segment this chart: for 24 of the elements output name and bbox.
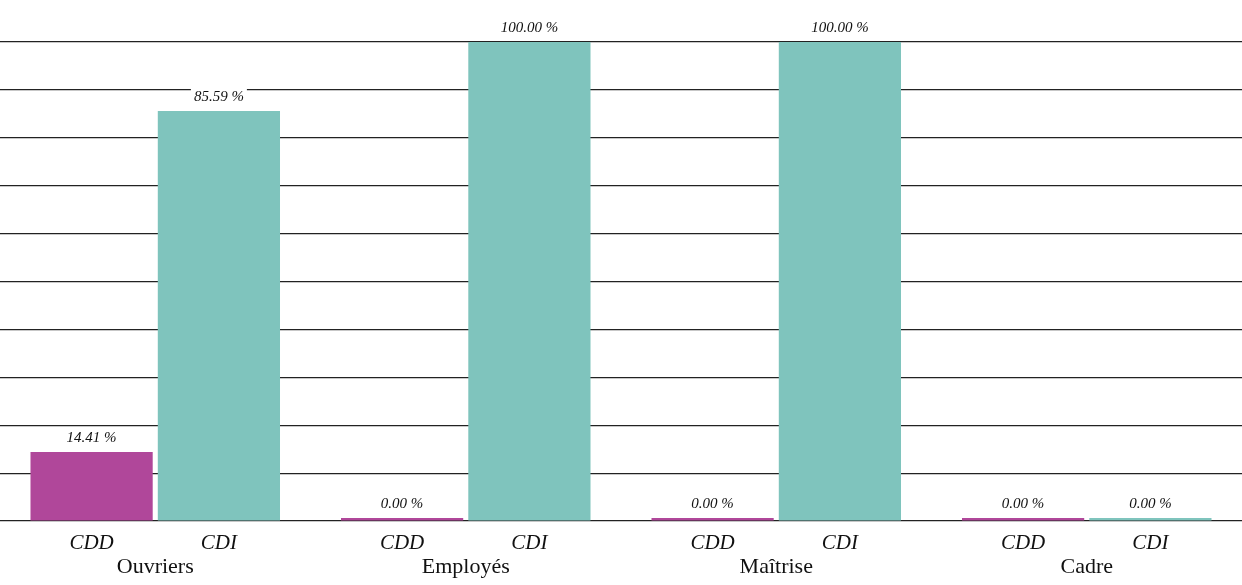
x-tick-label: Maîtrise xyxy=(739,552,813,578)
text: CDD xyxy=(1000,529,1046,554)
text: CDI xyxy=(511,529,548,554)
x-tick-label: Ouvriers xyxy=(116,552,194,578)
data-label: 0.00 % xyxy=(380,495,424,512)
data-label: 0.00 % xyxy=(1001,495,1045,512)
data-label: 0.00 % xyxy=(1129,495,1172,512)
text: CDD xyxy=(690,529,735,554)
data-label: 100.00 % xyxy=(811,19,869,36)
data-label: 14.41 % xyxy=(66,429,117,446)
text: CDI xyxy=(821,529,858,554)
bar xyxy=(157,111,281,521)
data-label: 0.00 % xyxy=(691,495,734,512)
data-label: 85.59 % xyxy=(193,88,244,105)
bar xyxy=(468,42,591,521)
series-label: CDI xyxy=(200,529,238,554)
x-tick-label: Employés xyxy=(421,552,510,578)
series-label: CDD xyxy=(69,529,114,554)
text: CDI xyxy=(1132,529,1169,554)
data-label: 100.00 % xyxy=(500,19,559,36)
x-tick-label: Cadre xyxy=(1060,552,1114,578)
bar xyxy=(30,451,153,521)
text: CDD xyxy=(379,529,425,554)
bar xyxy=(778,42,902,521)
